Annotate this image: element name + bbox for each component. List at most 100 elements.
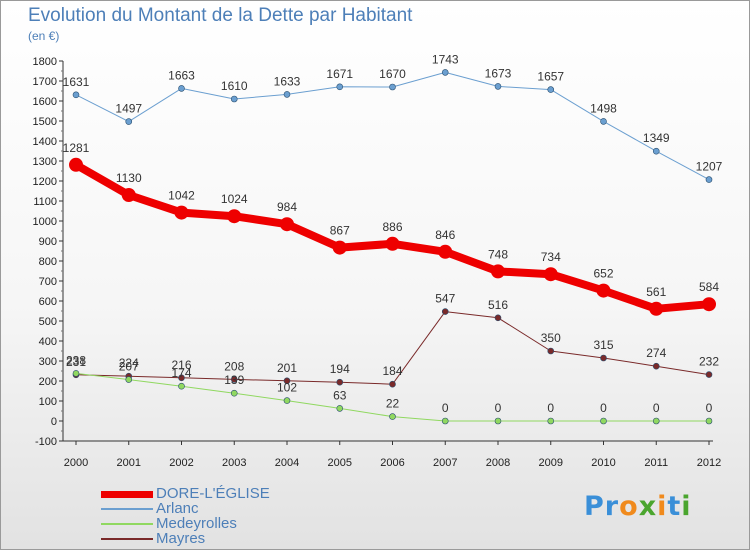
data-point [230, 376, 238, 383]
x-tick-label: 2003 [222, 457, 246, 469]
data-label: 0 [442, 401, 449, 415]
data-label: 1663 [168, 68, 195, 82]
legend-label: DORE-L'ÉGLISE [156, 485, 270, 502]
x-tick-label: 2002 [169, 457, 193, 469]
data-point [600, 354, 607, 362]
data-label: 0 [547, 401, 554, 415]
data-label: 0 [495, 401, 502, 415]
y-tick-label: -100 [35, 436, 57, 448]
y-tick-label: 1600 [33, 96, 57, 108]
chart-title: Evolution du Montant de la Dette par Hab… [28, 5, 413, 26]
data-point [283, 397, 291, 404]
data-point [494, 417, 502, 425]
data-point [547, 417, 555, 425]
data-point [178, 382, 185, 390]
data-point [547, 347, 555, 355]
data-label: 1671 [326, 67, 353, 81]
y-tick-label: 300 [39, 356, 57, 368]
data-point [125, 376, 133, 383]
data-label: 652 [593, 267, 613, 281]
data-point [389, 83, 396, 91]
data-label: 201 [277, 361, 297, 375]
data-label: 1673 [485, 66, 512, 80]
data-point [389, 380, 396, 388]
data-label: 1349 [643, 131, 670, 145]
data-label: 1498 [590, 101, 617, 115]
logo-letter: i [657, 491, 668, 522]
data-point [600, 118, 607, 125]
data-label: 216 [171, 358, 191, 372]
data-point [600, 417, 607, 425]
data-label: 350 [541, 331, 561, 345]
logo-letter: i [681, 491, 692, 522]
data-label: 0 [600, 401, 607, 415]
data-label: 194 [330, 362, 350, 376]
data-label: 561 [646, 285, 666, 299]
data-label: 207 [119, 360, 139, 374]
data-point [230, 389, 238, 397]
data-point [178, 85, 185, 92]
data-label: 63 [333, 388, 347, 402]
data-point [652, 147, 660, 155]
y-tick-label: 700 [39, 276, 57, 288]
y-tick-label: 1200 [33, 176, 57, 188]
data-point [72, 91, 80, 99]
data-label: 102 [277, 381, 297, 395]
data-label: 1743 [432, 52, 459, 66]
y-tick-label: 1100 [33, 196, 57, 208]
x-tick-label: 2006 [380, 457, 404, 469]
data-label: 208 [224, 359, 244, 373]
data-point [705, 371, 713, 378]
data-label: 1610 [221, 79, 248, 93]
data-point [178, 374, 185, 382]
data-point [705, 176, 713, 183]
data-label: 1130 [116, 171, 142, 185]
data-point [385, 236, 400, 251]
x-tick-label: 2001 [117, 457, 141, 469]
x-tick-label: 2005 [328, 457, 352, 469]
data-label: 516 [488, 298, 508, 312]
y-tick-label: 600 [39, 296, 57, 308]
data-label: 22 [386, 397, 400, 411]
legend-label: Medeyrolles [156, 515, 237, 532]
data-point [283, 91, 291, 98]
x-tick-label: 2000 [64, 457, 88, 469]
data-label: 1633 [274, 74, 301, 88]
data-point [441, 417, 449, 425]
data-label: 1042 [168, 189, 195, 203]
data-point [280, 217, 294, 232]
data-label: 1207 [696, 160, 723, 174]
x-tick-label: 2011 [644, 457, 668, 469]
legend-swatch [101, 538, 153, 540]
x-tick-label: 2008 [486, 457, 510, 469]
y-tick-label: 1700 [33, 76, 57, 88]
data-point [441, 69, 449, 76]
data-point [336, 405, 344, 412]
data-label: 734 [541, 250, 561, 264]
unit-label: (en €) [28, 29, 60, 43]
data-label: 1670 [379, 67, 406, 81]
data-point [438, 244, 453, 259]
data-point [332, 240, 347, 255]
y-tick-label: 1800 [33, 56, 57, 68]
x-tick-label: 2007 [433, 457, 457, 469]
y-tick-label: 1300 [33, 156, 57, 168]
data-point [230, 95, 238, 103]
data-label: 224 [119, 356, 139, 370]
data-point [649, 301, 664, 316]
y-tick-label: 1500 [33, 116, 57, 128]
data-label: 231 [66, 355, 86, 369]
data-point [652, 417, 660, 425]
data-point [69, 157, 83, 172]
data-point [174, 205, 189, 220]
data-label: 315 [593, 338, 613, 352]
data-label: 238 [66, 353, 86, 367]
data-label: 184 [382, 364, 402, 378]
y-tick-label: 1400 [33, 136, 57, 148]
data-label: 232 [699, 355, 719, 369]
y-tick-label: 400 [39, 336, 57, 348]
data-label: 174 [171, 366, 191, 380]
data-label: 984 [277, 200, 297, 214]
data-point [389, 413, 396, 420]
data-label: 1631 [63, 75, 90, 89]
